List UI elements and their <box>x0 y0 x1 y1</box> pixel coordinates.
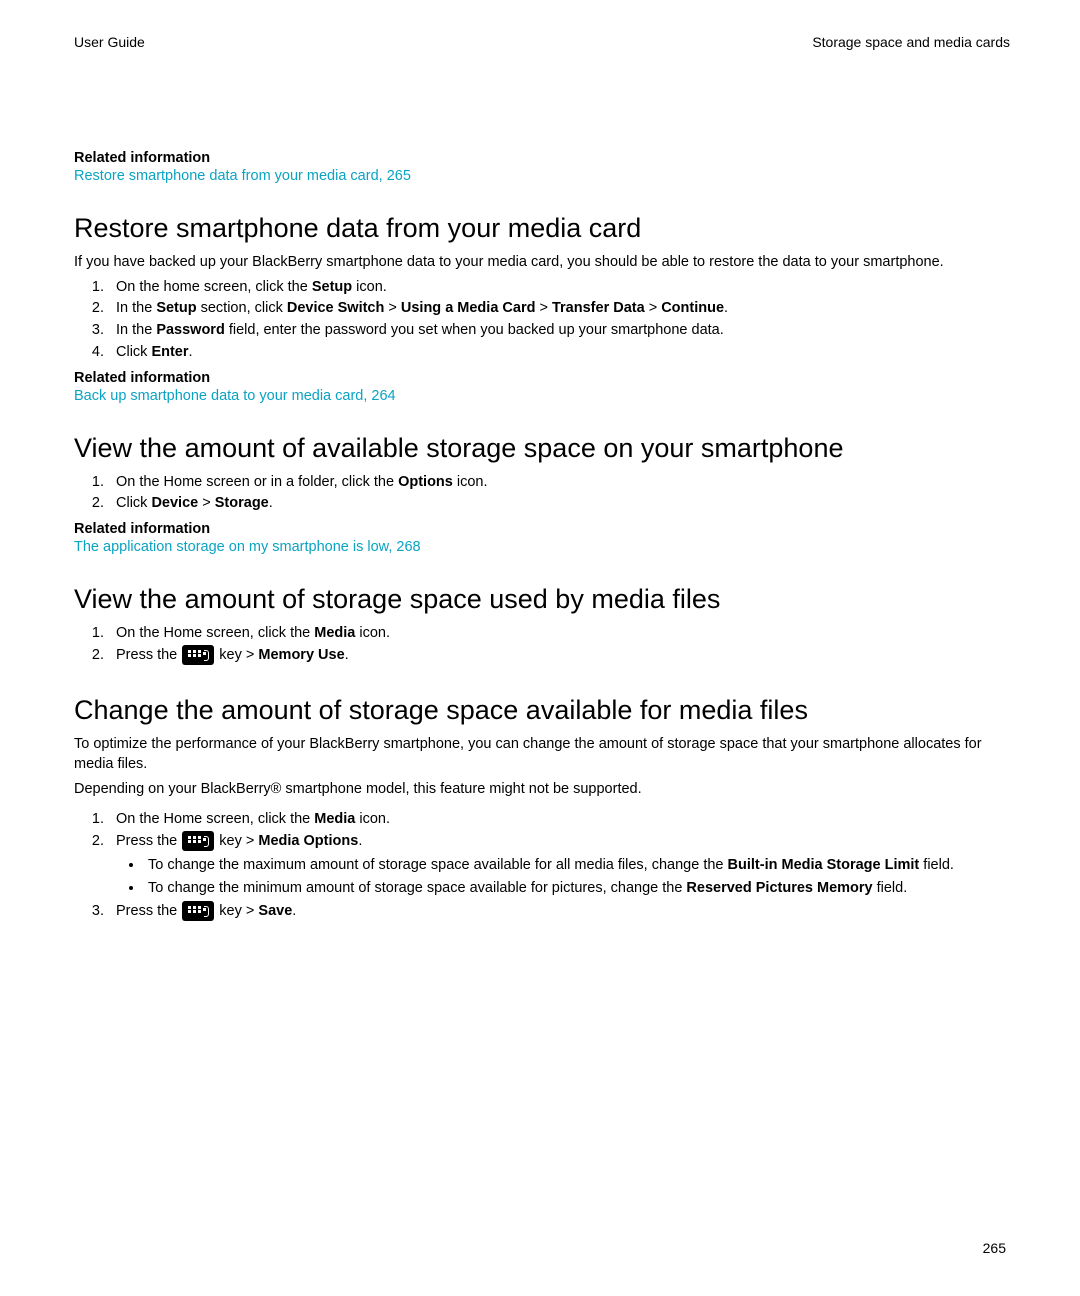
sec2-related-link[interactable]: The application storage on my smartphone… <box>74 539 421 555</box>
heading-available-space: View the amount of available storage spa… <box>74 433 1010 464</box>
blackberry-key-icon <box>182 901 214 921</box>
sec1-related-label: Related information <box>74 370 1010 386</box>
page-number: 265 <box>983 1240 1006 1256</box>
heading-restore: Restore smartphone data from your media … <box>74 213 1010 244</box>
heading-change-space: Change the amount of storage space avail… <box>74 695 1010 726</box>
sec4-bullet2: To change the minimum amount of storage … <box>144 878 1010 900</box>
blackberry-key-icon <box>182 831 214 851</box>
related-information-label: Related information <box>74 150 1010 166</box>
sec4-intro2: Depending on your BlackBerry® smartphone… <box>74 779 1010 800</box>
sec4-step1: On the Home screen, click the Media icon… <box>108 809 1010 831</box>
page: User Guide Storage space and media cards… <box>0 0 1080 923</box>
sec3-steps: On the Home screen, click the Media icon… <box>74 623 1010 667</box>
header-right: Storage space and media cards <box>812 34 1010 50</box>
blackberry-key-icon <box>182 645 214 665</box>
sec4-step3: Press the key > Save. <box>108 901 1010 923</box>
heading-space-used: View the amount of storage space used by… <box>74 584 1010 615</box>
sec1-step2: In the Setup section, click Device Switc… <box>108 298 1010 320</box>
sec4-steps: On the Home screen, click the Media icon… <box>74 809 1010 923</box>
sec1-step3: In the Password field, enter the passwor… <box>108 320 1010 342</box>
sec3-step1: On the Home screen, click the Media icon… <box>108 623 1010 645</box>
sec1-intro: If you have backed up your BlackBerry sm… <box>74 252 1010 273</box>
sec4-sublist: To change the maximum amount of storage … <box>116 855 1010 900</box>
sec2-step1: On the Home screen or in a folder, click… <box>108 472 1010 494</box>
sec1-related-link[interactable]: Back up smartphone data to your media ca… <box>74 388 396 404</box>
header-left: User Guide <box>74 34 145 50</box>
sec1-step1: On the home screen, click the Setup icon… <box>108 277 1010 299</box>
sec4-bullet1: To change the maximum amount of storage … <box>144 855 1010 877</box>
sec2-related-label: Related information <box>74 521 1010 537</box>
sec2-steps: On the Home screen or in a folder, click… <box>74 472 1010 516</box>
related-link-restore[interactable]: Restore smartphone data from your media … <box>74 168 411 184</box>
sec3-step2: Press the key > Memory Use. <box>108 645 1010 667</box>
sec1-steps: On the home screen, click the Setup icon… <box>74 277 1010 364</box>
sec2-step2: Click Device > Storage. <box>108 493 1010 515</box>
sec4-intro1: To optimize the performance of your Blac… <box>74 734 1010 775</box>
sec1-step4: Click Enter. <box>108 342 1010 364</box>
page-header: User Guide Storage space and media cards <box>74 34 1010 50</box>
sec4-step2: Press the key > Media Options. To change… <box>108 831 1010 899</box>
